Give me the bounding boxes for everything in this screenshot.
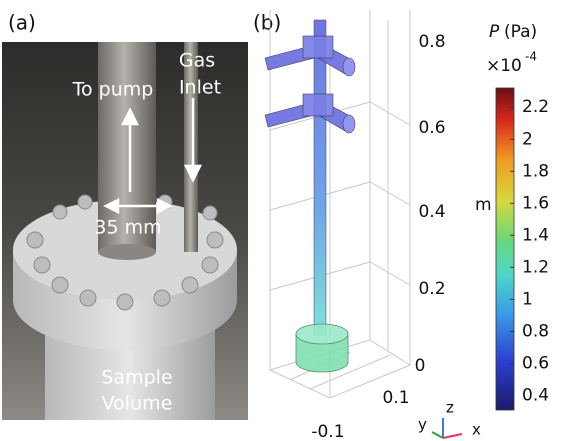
tick-label: -0.1 xyxy=(311,422,344,441)
tick-label: 1 xyxy=(522,289,533,309)
model-view: m 0.1 -0.1 z y x xyxy=(265,10,492,441)
tick-label: 0.8 xyxy=(522,322,549,342)
colorbar-exponent: -4 xyxy=(525,50,537,64)
figure: To pump Gas Inlet 35 mm Sample Volume (a… xyxy=(0,0,570,441)
tick-label: 0.4 xyxy=(418,202,445,222)
label: Sample xyxy=(101,367,172,389)
tick-label: 2.2 xyxy=(522,97,549,117)
tick-label: 0.6 xyxy=(418,118,445,138)
tick-label: 1.4 xyxy=(522,225,549,245)
tick-label: 2 xyxy=(522,129,533,149)
colorbar-symbol: P xyxy=(489,22,500,42)
axis-unit: m xyxy=(475,195,492,215)
label: To pump xyxy=(72,79,154,101)
tick-label: 1.8 xyxy=(522,161,549,181)
axis-letter: y xyxy=(418,416,427,434)
colorbar-multiplier: ×10 xyxy=(486,56,522,76)
label: Volume xyxy=(102,393,173,415)
tick-label: 1.2 xyxy=(522,257,549,277)
tick-label: 0.2 xyxy=(418,279,445,299)
tick-label: 1.6 xyxy=(522,193,549,213)
axis-letter: z xyxy=(446,399,454,417)
tick-label: 0.4 xyxy=(522,386,549,406)
tick-label: 0 xyxy=(415,356,426,376)
colorbar xyxy=(496,88,514,410)
tick-label: 0.6 xyxy=(522,354,549,374)
photo: To pump Gas Inlet 35 mm Sample Volume xyxy=(2,42,248,420)
label: Gas xyxy=(179,50,215,72)
axis-letter: x xyxy=(472,421,481,439)
label: 35 mm xyxy=(94,217,161,239)
tick-label: 0.1 xyxy=(382,388,409,408)
tick-label: 0.8 xyxy=(418,32,445,52)
panel-label: (a) xyxy=(8,11,36,35)
label: Inlet xyxy=(179,77,221,99)
colorbar-unit: (Pa) xyxy=(504,22,537,42)
panel-label: (b) xyxy=(253,11,281,35)
